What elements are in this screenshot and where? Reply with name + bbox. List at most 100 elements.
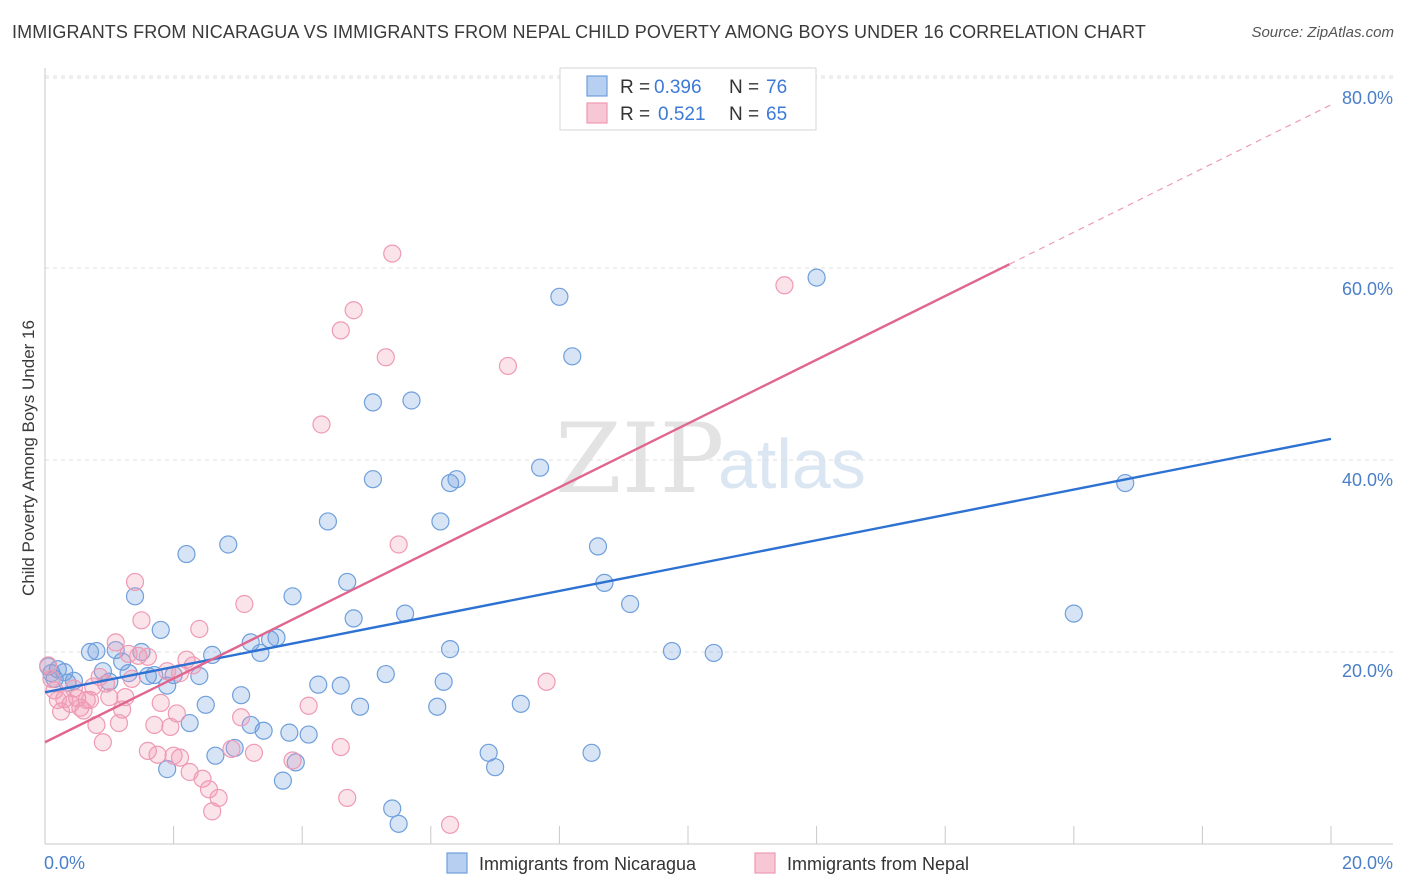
legend-n-value: 65 <box>766 104 787 125</box>
y-axis-label: Child Poverty Among Boys Under 16 <box>19 320 38 596</box>
data-point <box>363 393 383 412</box>
data-point <box>511 694 530 713</box>
data-point <box>148 745 167 764</box>
grid-lines <box>45 75 1393 653</box>
data-point <box>100 688 119 707</box>
y-tick-label: 60.0% <box>1342 279 1393 299</box>
data-point <box>376 664 395 684</box>
data-point <box>190 619 209 639</box>
data-point <box>807 268 826 287</box>
data-point <box>312 415 331 434</box>
data-point <box>232 686 251 705</box>
data-point <box>376 348 395 367</box>
legend-n-label: N = <box>729 77 759 98</box>
data-point <box>283 751 302 770</box>
source-label: Source: ZipAtlas.com <box>1251 24 1394 41</box>
data-point <box>206 746 225 765</box>
series-nepal-points <box>39 244 794 834</box>
data-point <box>180 713 199 733</box>
data-point <box>232 708 251 727</box>
data-point <box>209 788 228 808</box>
data-point <box>531 458 550 477</box>
data-point <box>383 244 402 263</box>
data-point <box>42 669 61 688</box>
data-point <box>235 594 254 614</box>
data-point <box>138 741 157 760</box>
stats-legend: R = 0.396 N = 76 R = 0.521 N = 65 <box>559 67 817 131</box>
data-point <box>331 737 350 757</box>
data-point <box>280 723 299 742</box>
data-point <box>383 799 402 818</box>
data-point <box>309 675 328 694</box>
chart-title: IMMIGRANTS FROM NICARAGUA VS IMMIGRANTS … <box>12 22 1147 42</box>
data-point <box>563 347 582 366</box>
data-point <box>662 641 682 661</box>
data-point <box>582 743 601 762</box>
legend-r-value: 0.521 <box>658 104 706 125</box>
data-point <box>498 356 518 376</box>
data-point <box>338 788 357 808</box>
data-point <box>331 676 350 695</box>
data-point <box>318 512 338 531</box>
data-point <box>93 733 112 752</box>
data-point <box>440 815 460 834</box>
y-tick-label: 20.0% <box>1342 661 1393 681</box>
data-point <box>537 672 556 691</box>
x-tick-label: 20.0% <box>1342 853 1393 873</box>
data-point <box>486 758 505 777</box>
bottom-legend-label-nepal: Immigrants from Nepal <box>787 854 969 874</box>
data-point <box>286 753 305 772</box>
trend-line-nepal-extension <box>1009 104 1332 265</box>
y-tick-label: 80.0% <box>1342 88 1393 108</box>
data-point <box>167 704 186 723</box>
bottom-legend-swatch-nepal <box>754 852 776 874</box>
legend-r-label: R = <box>620 77 650 98</box>
data-point <box>80 642 100 662</box>
data-point <box>190 666 209 686</box>
data-point <box>402 391 421 410</box>
data-point <box>363 470 383 489</box>
watermark-zip: ZIP <box>555 403 724 515</box>
data-point <box>244 743 264 762</box>
data-point <box>338 572 357 592</box>
data-point <box>145 715 164 735</box>
watermark-atlas: atlas <box>718 425 866 503</box>
legend-swatch-nicaragua <box>586 75 608 97</box>
data-point <box>125 587 145 606</box>
data-point <box>588 537 608 556</box>
data-point <box>222 739 241 759</box>
data-point <box>331 321 350 340</box>
data-point <box>170 748 190 767</box>
data-point <box>219 535 238 554</box>
data-point <box>621 594 640 614</box>
data-point <box>447 470 466 489</box>
axes <box>44 68 1393 845</box>
data-point <box>550 287 569 306</box>
data-point <box>151 620 170 640</box>
data-point <box>125 572 145 592</box>
data-point <box>344 609 363 628</box>
data-point <box>389 814 408 833</box>
data-point <box>428 697 447 716</box>
data-point <box>164 746 183 765</box>
data-point <box>775 276 794 295</box>
data-point <box>1064 604 1083 623</box>
data-point <box>129 646 148 665</box>
data-point <box>74 701 93 720</box>
data-point <box>77 690 96 710</box>
bottom-legend-label-nicaragua: Immigrants from Nicaragua <box>479 854 697 874</box>
data-point <box>704 643 723 663</box>
legend-r-label: R = <box>620 104 650 125</box>
x-tick-label: 0.0% <box>44 853 85 873</box>
data-point <box>299 725 318 744</box>
data-point <box>193 769 212 788</box>
data-point <box>299 696 318 715</box>
data-point <box>344 301 363 320</box>
data-point <box>350 697 370 716</box>
trend-line-nepal <box>44 263 1011 744</box>
legend-swatch-nepal <box>586 102 608 124</box>
trend-lines <box>44 104 1332 744</box>
data-point <box>434 672 453 691</box>
data-point <box>431 512 450 531</box>
